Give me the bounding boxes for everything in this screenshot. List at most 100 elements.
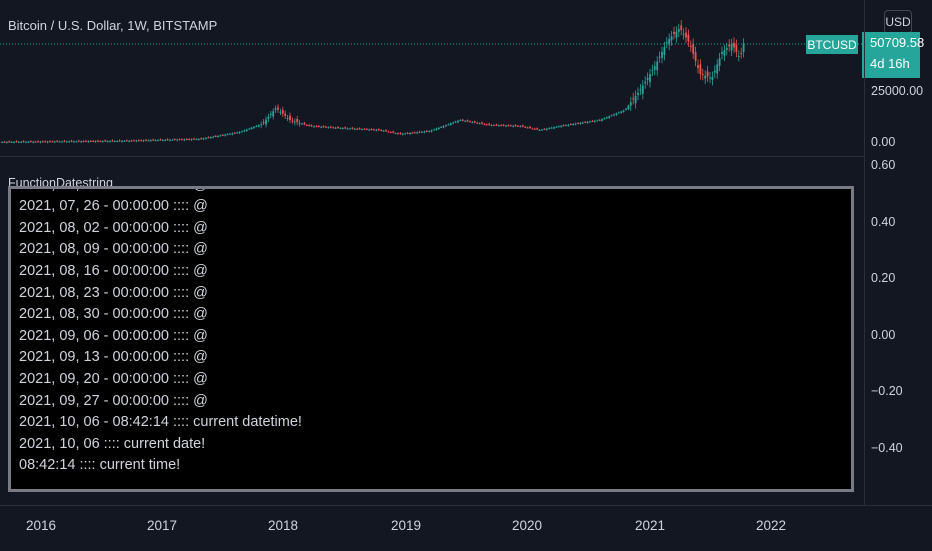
- candle-body: [109, 141, 111, 143]
- candle-body: [149, 140, 152, 142]
- candle-body: [183, 139, 186, 141]
- candle-body: [373, 129, 375, 131]
- candle-body: [625, 108, 627, 110]
- candle-body: [257, 125, 260, 127]
- candle-body: [387, 131, 390, 133]
- candle-body: [519, 126, 522, 128]
- candle-body: [101, 141, 104, 143]
- candle-body: [644, 81, 647, 84]
- candle-body: [346, 128, 349, 130]
- candle-series: [1, 20, 745, 144]
- candle-body: [567, 124, 570, 126]
- year-label: 2019: [391, 518, 422, 533]
- candle-body: [591, 120, 594, 122]
- candle-body: [562, 125, 565, 127]
- candle-body: [548, 128, 551, 130]
- candle-body: [87, 141, 90, 143]
- candle-body: [737, 55, 740, 57]
- candle-body: [529, 126, 531, 128]
- candle-body: [716, 64, 719, 74]
- candle-body: [639, 89, 642, 91]
- candle-body: [404, 133, 407, 135]
- candle-body: [308, 125, 311, 127]
- candle-body: [293, 121, 296, 123]
- candle-body: [565, 125, 567, 127]
- candle-body: [447, 124, 450, 126]
- candle-body: [289, 115, 291, 120]
- candle-body: [454, 121, 457, 123]
- candle-body: [25, 141, 27, 143]
- last-price-box: 50709.58 4d 16h: [862, 32, 925, 78]
- candle-body: [322, 126, 325, 128]
- candle-body: [533, 128, 536, 130]
- candle-body: [493, 125, 495, 127]
- candle-body: [572, 124, 575, 126]
- candle-body: [325, 126, 327, 128]
- candle-body: [351, 127, 354, 129]
- candle-body: [569, 124, 572, 126]
- candle-body: [75, 141, 78, 143]
- candle-body: [34, 141, 37, 143]
- time-axis[interactable]: [0, 505, 932, 551]
- log-line: 2021, 09, 20 - 00:00:00 :::: @: [19, 371, 208, 388]
- candle-body: [46, 141, 49, 143]
- candle-body: [430, 130, 433, 132]
- candle-body: [334, 127, 337, 129]
- candle-body: [255, 126, 258, 128]
- candle-body: [500, 125, 503, 127]
- candle-body: [385, 129, 387, 132]
- candle-body: [375, 129, 378, 131]
- candle-body: [39, 141, 42, 143]
- candle-body: [277, 107, 279, 110]
- candle-body: [502, 124, 505, 126]
- log-line: 2021, 09, 27 - 00:00:00 :::: @: [19, 392, 208, 409]
- last-price: 50709.58: [870, 35, 925, 50]
- log-line: 2021, 08, 23 - 00:00:00 :::: @: [19, 284, 208, 301]
- candle-body: [262, 122, 265, 124]
- candle-body: [555, 126, 558, 128]
- candle-body: [1, 141, 3, 143]
- year-label: 2016: [26, 518, 57, 533]
- candle-body: [145, 139, 147, 141]
- candle-body: [622, 110, 625, 112]
- candle-body: [121, 140, 123, 142]
- candle-body: [3, 141, 6, 143]
- candle-body: [212, 136, 215, 138]
- candle-body: [370, 128, 373, 130]
- log-line: 08:42:14 :::: current time!: [19, 457, 181, 474]
- candle-body: [531, 128, 534, 130]
- candle-body: [209, 137, 212, 139]
- candle-body: [603, 118, 606, 120]
- candle-body: [579, 122, 582, 124]
- candle-body: [147, 140, 150, 142]
- candle-body: [231, 133, 234, 135]
- candle-body: [435, 128, 438, 130]
- candle-body: [413, 132, 416, 134]
- candle-body: [601, 119, 603, 121]
- candle-body: [668, 38, 671, 45]
- candle-body: [421, 131, 423, 133]
- candle-body: [481, 122, 483, 124]
- currency-button[interactable]: USD: [884, 10, 912, 34]
- log-line: 2021, 07, 26 - 00:00:00 :::: @: [19, 198, 208, 215]
- log-line: 2021, 08, 16 - 00:00:00 :::: @: [19, 263, 208, 280]
- candle-body: [466, 120, 469, 122]
- candle-body: [581, 122, 584, 124]
- candle-body: [173, 139, 176, 141]
- candle-body: [401, 133, 404, 135]
- candle-body: [473, 121, 476, 123]
- pane-separator[interactable]: [0, 156, 864, 157]
- candle-body: [694, 52, 697, 61]
- candle-body: [507, 125, 510, 127]
- candle-body: [113, 141, 116, 143]
- candle-body: [711, 76, 714, 80]
- candle-body: [171, 139, 174, 141]
- candle-body: [596, 120, 599, 122]
- log-table: 2021, 07, 19 - 00:00:00 :::: @2021, 07, …: [8, 186, 854, 492]
- log-line: 2021, 10, 06 :::: current date!: [19, 435, 206, 452]
- candle-body: [742, 43, 745, 53]
- candle-body: [51, 141, 54, 143]
- price-chart[interactable]: [0, 0, 864, 156]
- candle-body: [521, 125, 524, 127]
- candle-body: [142, 140, 145, 142]
